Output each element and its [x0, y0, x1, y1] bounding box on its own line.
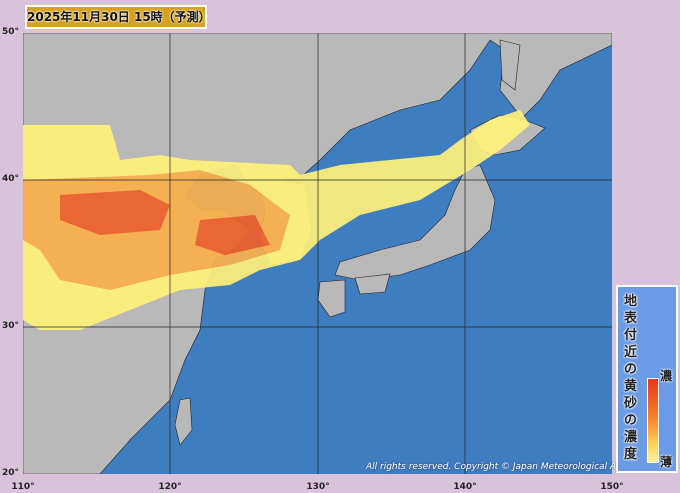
legend-high-label: 濃	[660, 369, 673, 383]
dust-map	[23, 33, 612, 474]
lat-label: 50°	[2, 27, 20, 37]
lon-label: 130°	[306, 482, 330, 492]
lat-label: 30°	[2, 321, 20, 331]
lon-label: 110°	[11, 482, 35, 492]
lon-label: 120°	[158, 482, 182, 492]
forecast-time-title: 2025年11月30日 15時（予測）	[25, 5, 211, 29]
shikoku	[354, 273, 391, 295]
dust-concentration	[23, 110, 530, 330]
taiwan	[174, 397, 193, 446]
legend: 地表付近の黄砂の濃度 濃 薄	[616, 285, 678, 473]
copyright-notice: All rights reserved. Copyright © Japan M…	[366, 462, 644, 472]
lon-label: 140°	[453, 482, 477, 492]
lon-label: 150°	[600, 482, 624, 492]
sakhalin	[499, 39, 521, 91]
legend-low-label: 薄	[660, 455, 673, 469]
lat-label: 20°	[2, 468, 20, 478]
graticule	[23, 33, 612, 474]
lat-label: 40°	[2, 174, 20, 184]
legend-title: 地表付近の黄砂の濃度	[624, 294, 638, 462]
legend-color-bar	[647, 378, 659, 463]
